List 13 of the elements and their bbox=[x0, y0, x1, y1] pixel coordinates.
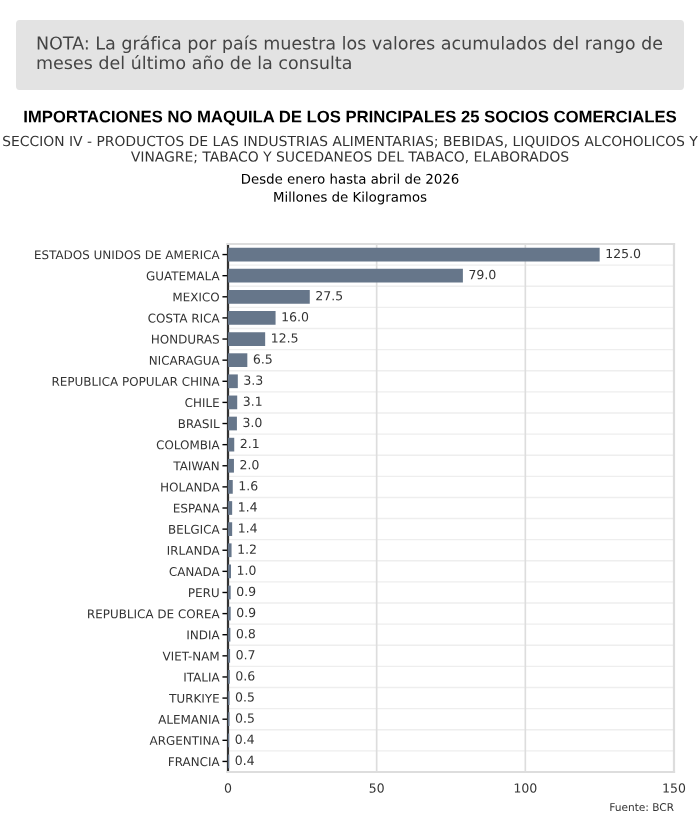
bar bbox=[228, 395, 238, 410]
bar bbox=[228, 289, 310, 304]
bar bbox=[228, 311, 276, 325]
bar bbox=[228, 437, 235, 452]
bar bbox=[228, 416, 237, 431]
bar bbox=[228, 353, 248, 368]
chart-title: IMPORTACIONES NO MAQUILA DE LOS PRINCIPALES 25 SOCIOS COMERCIALES bbox=[24, 110, 677, 126]
bar bbox=[228, 332, 266, 346]
bar bbox=[228, 374, 238, 389]
bar bbox=[228, 247, 600, 262]
text: NOTA: La gráfica por país muestra los valores acumulados del rango de meses del último año de la consulta bbox=[37, 35, 663, 70]
bar bbox=[228, 268, 463, 283]
bar bbox=[228, 458, 234, 473]
